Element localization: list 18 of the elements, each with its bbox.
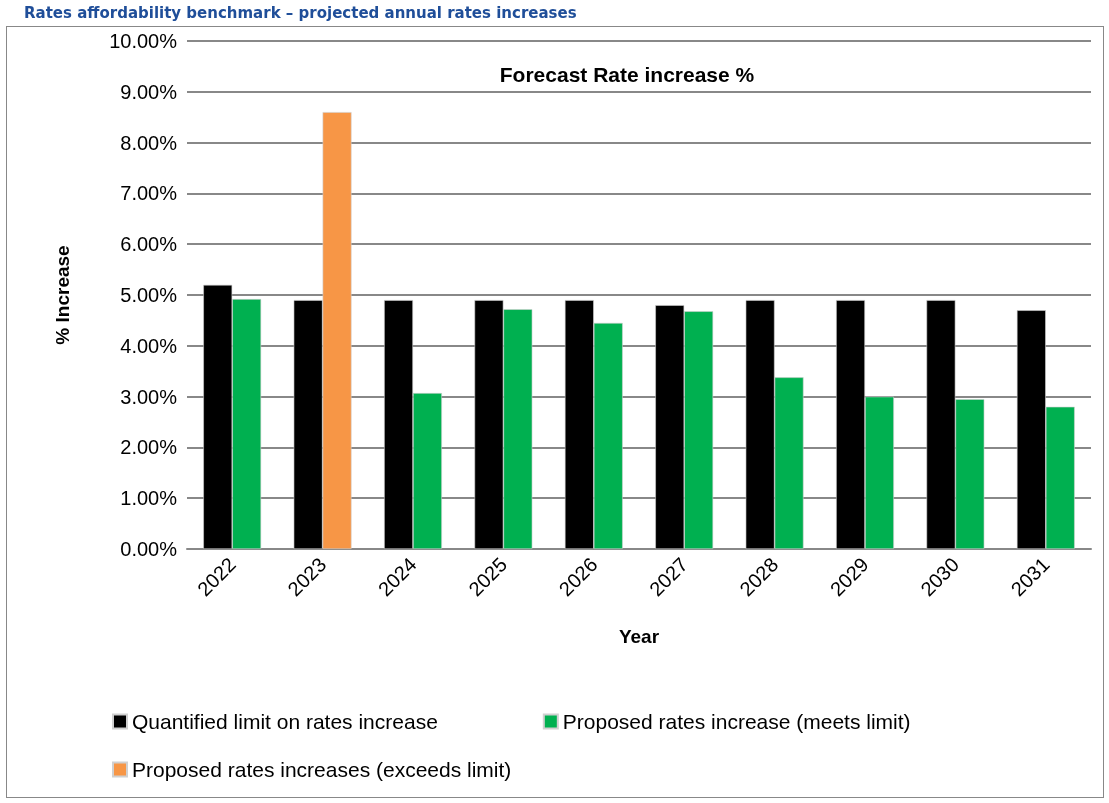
y-tick-label: 4.00% bbox=[120, 334, 178, 357]
y-tick-label: 2.00% bbox=[120, 436, 178, 459]
chart-title: Rates affordability benchmark – projected annual rates increases bbox=[24, 4, 577, 22]
x-axis-title: Year bbox=[618, 626, 660, 647]
legend-label: Proposed rates increases (exceeds limit) bbox=[132, 758, 512, 781]
y-tick-label: 3.00% bbox=[120, 385, 178, 408]
y-tick-label: 5.00% bbox=[120, 284, 178, 306]
y-tick-label: 9.00% bbox=[120, 80, 178, 103]
y-tick-label: 10.00% bbox=[109, 30, 178, 52]
y-tick-label: 6.00% bbox=[120, 233, 178, 256]
text: Forecast Rate increase % bbox=[499, 63, 755, 86]
y-tick-label: 1.00% bbox=[120, 487, 178, 510]
y-tick-label: 0.00% bbox=[120, 538, 178, 560]
y-tick-label: 8.00% bbox=[120, 131, 178, 154]
y-tick-label: 7.00% bbox=[120, 182, 178, 205]
legend-label: Quantified limit on rates increase bbox=[132, 710, 438, 733]
y-axis-title: % Increase bbox=[52, 245, 73, 345]
legend-label: Proposed rates increase (meets limit) bbox=[562, 710, 911, 733]
